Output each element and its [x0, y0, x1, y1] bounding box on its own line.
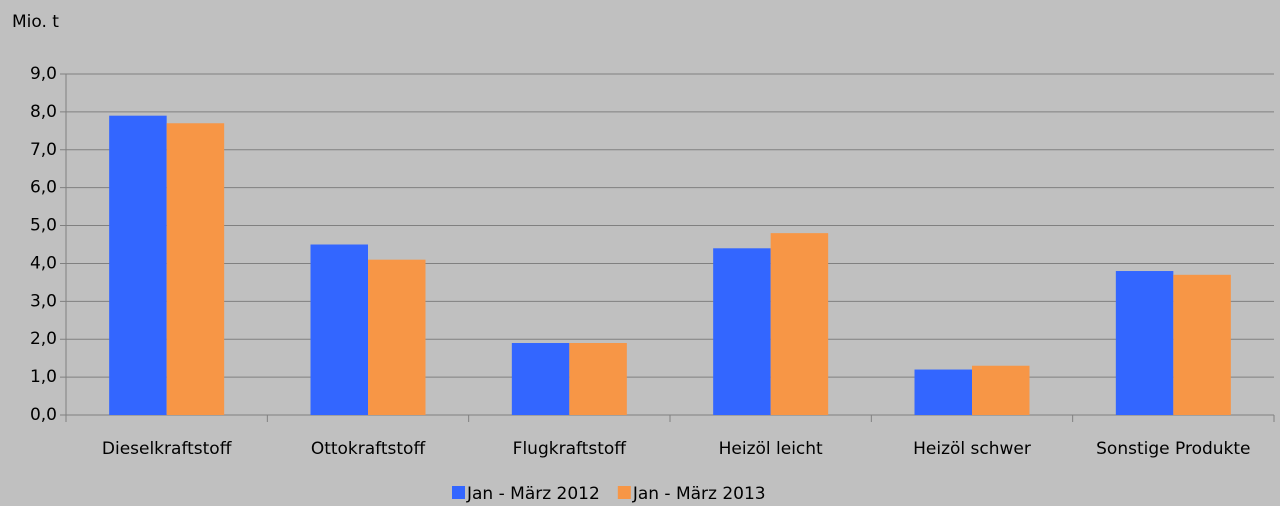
x-tick-label: Ottokraftstoff: [311, 439, 427, 459]
x-tick-label: Heizöl schwer: [913, 439, 1031, 459]
bar: [972, 365, 1030, 415]
y-tick-label: 1,0: [30, 367, 57, 387]
bar: [569, 343, 627, 415]
x-tick-label: Dieselkraftstoff: [102, 439, 233, 459]
bar: [770, 233, 829, 415]
bar: [166, 123, 225, 415]
y-tick-label: 7,0: [30, 140, 57, 160]
legend-label: Jan - März 2012: [466, 484, 600, 504]
x-tick-label: Flugkraftstoff: [513, 439, 628, 459]
y-axis-label: Mio. t: [12, 12, 59, 32]
y-tick-label: 8,0: [30, 102, 57, 122]
legend-label: Jan - März 2013: [632, 484, 766, 504]
bar: [511, 343, 570, 415]
y-tick-label: 9,0: [30, 64, 57, 84]
bar: [109, 115, 167, 415]
y-tick-label: 0,0: [30, 405, 57, 425]
y-tick-label: 4,0: [30, 253, 57, 273]
bar: [713, 248, 771, 415]
y-tick-label: 2,0: [30, 329, 57, 349]
bar: [310, 244, 368, 415]
y-tick-label: 5,0: [30, 216, 57, 236]
legend-swatch: [617, 486, 631, 499]
legend-swatch: [452, 486, 465, 499]
x-tick-label: Heizöl leicht: [719, 439, 823, 459]
y-tick-label: 3,0: [30, 291, 57, 311]
bar: [1173, 274, 1231, 415]
bar: [368, 259, 426, 415]
bar: [1115, 271, 1174, 415]
y-tick-label: 6,0: [30, 178, 57, 198]
bar: [914, 369, 972, 415]
x-tick-label: Sonstige Produkte: [1096, 439, 1250, 459]
